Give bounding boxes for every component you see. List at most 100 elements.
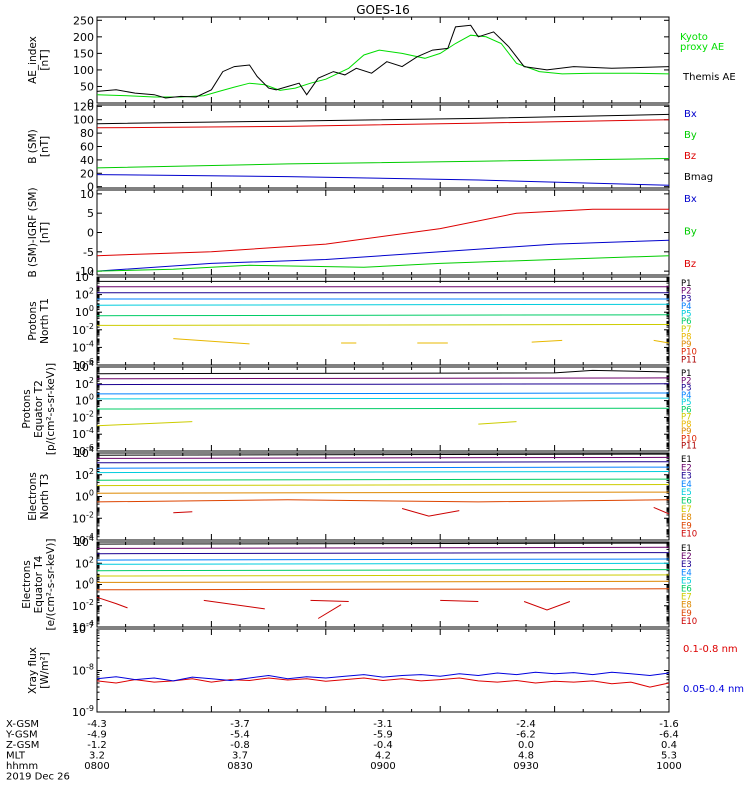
y-axis-label: [e/(cm²-s-sr-keV)]: [45, 539, 57, 631]
y-tick-label: 0: [87, 181, 94, 194]
footer-value: 5.3: [661, 751, 677, 762]
legend-p10: P10: [681, 348, 697, 358]
footer-value: 3.7: [232, 751, 248, 762]
y-axis-label: [p/(cm²-s-sr-keV)]: [45, 363, 57, 455]
legend-p2: P2: [681, 287, 692, 297]
series-line-e6: [96, 569, 670, 572]
legend-e9: E9: [681, 609, 692, 619]
series-line-e5: [96, 471, 670, 474]
footer-label-hhmm: hhmm: [6, 761, 38, 772]
legend-bz: Bz: [684, 151, 696, 162]
legend-p9: P9: [681, 340, 692, 350]
series-line-e3: [96, 552, 670, 555]
legend-p1: P1: [681, 279, 692, 289]
footer-value: 0.4: [661, 740, 677, 751]
series-line-0-05-0-4-nm: [96, 671, 670, 682]
y-tick-label: 104: [75, 269, 94, 284]
series-line-e8: [96, 491, 670, 494]
y-tick-label: 40: [80, 154, 94, 167]
series-line-e1: [96, 453, 670, 456]
y-tick-label: 10-4: [72, 619, 94, 634]
series-line-e10: [203, 599, 265, 610]
panel-frame: [96, 276, 670, 366]
series-line-p5: [96, 303, 670, 306]
footer-value: -1.6: [659, 719, 679, 730]
y-tick-label: 100: [75, 577, 94, 592]
legend-e4: E4: [681, 480, 692, 490]
series-line-e9: [96, 588, 670, 591]
y-axis-label: [nT]: [39, 222, 51, 243]
series-line-e3: [96, 461, 670, 464]
legend-xray-short: 0.05-0.4 nm: [683, 684, 744, 695]
y-tick-label: 100: [75, 489, 94, 504]
panel-bdiff: -10 -5 0 5 10 B (SM)-IGRF (SM) [nT] Bx By Bz: [27, 187, 697, 278]
y-tick-label: 10: [80, 188, 94, 201]
y-tick-label: -5: [83, 246, 94, 259]
legend-e2: E2: [681, 463, 692, 473]
footer-value: -5.9: [373, 730, 393, 741]
series-line-e9: [96, 499, 670, 503]
y-axis-label: Electrons: [21, 560, 33, 609]
y-tick-label: 10-7: [72, 621, 94, 636]
footer-value: -3.7: [230, 719, 250, 730]
plot-title: GOES-16: [356, 3, 410, 17]
footer-value: 0.0: [518, 740, 534, 751]
panel-frame: [96, 16, 670, 104]
y-tick-label: 102: [75, 376, 94, 391]
legend-e1: E1: [681, 455, 692, 465]
legend-p8: P8: [681, 332, 692, 342]
panel-frame: [96, 541, 670, 628]
series-line-kyoto-proxy-ae: [96, 34, 670, 98]
footer-value: -2.4: [516, 719, 536, 730]
legend-p3: P3: [681, 384, 692, 394]
legend-e10: E10: [681, 530, 697, 540]
y-axis-label: [nT]: [39, 136, 51, 157]
series-line-p8: [531, 339, 563, 343]
y-tick-label: 150: [73, 47, 94, 60]
footer-value: -4.3: [87, 719, 107, 730]
panel-e_e: 10-4 10-2 100 102 104 Electrons Equator T4 [e/(…: [21, 534, 697, 634]
y-axis-label: B (SM)-IGRF (SM): [27, 187, 39, 277]
series-line-p5: [96, 397, 670, 400]
y-tick-label: 10-8: [72, 663, 94, 678]
panel-frame: [96, 452, 670, 541]
y-axis-label: Equator T2: [33, 380, 45, 438]
legend-kyoto-line1: Kyoto: [680, 32, 708, 43]
y-axis-label: Xray flux: [27, 647, 39, 694]
series-line-e10: [310, 599, 349, 602]
y-tick-label: 104: [75, 534, 94, 549]
legend-p1: P1: [681, 369, 692, 379]
y-tick-label: 10-4: [72, 532, 94, 547]
y-tick-label: 20: [80, 167, 94, 180]
y-axis-label: B (SM): [27, 129, 39, 163]
legend-e8: E8: [681, 513, 692, 523]
y-tick-label: 104: [75, 445, 94, 460]
legend-e8: E8: [681, 601, 692, 611]
y-tick-label: 200: [73, 31, 94, 44]
panel-frame: [96, 189, 670, 276]
footer-value: 4.2: [375, 751, 391, 762]
legend-p11: P11: [681, 442, 697, 452]
legend-bx: Bx: [684, 194, 697, 205]
legend-p5: P5: [681, 310, 692, 320]
legend-e3: E3: [681, 472, 692, 482]
series-line-p1: [96, 369, 670, 375]
y-tick-label: 100: [75, 304, 94, 319]
series-line-by: [96, 255, 670, 272]
y-tick-label: 102: [75, 467, 94, 482]
legend-e10: E10: [681, 617, 697, 627]
legend-p10: P10: [681, 434, 697, 444]
legend-p9: P9: [681, 427, 692, 437]
legend-e5: E5: [681, 576, 692, 586]
legend-e5: E5: [681, 488, 692, 498]
footer-value: -5.4: [230, 730, 250, 741]
footer-label-z-gsm: Z-GSM: [6, 740, 39, 751]
series-line-by: [96, 158, 670, 169]
series-line-p7: [96, 324, 670, 326]
panel-xray: 10-9 10-8 10-7 Xray flux [W/m²] 0.1-0.8 nm 0.0…: [27, 621, 744, 719]
series-line-p8: [173, 338, 250, 345]
series-line-e7: [96, 574, 670, 577]
series-line-p8: [653, 339, 670, 344]
y-tick-label: 100: [73, 114, 94, 127]
